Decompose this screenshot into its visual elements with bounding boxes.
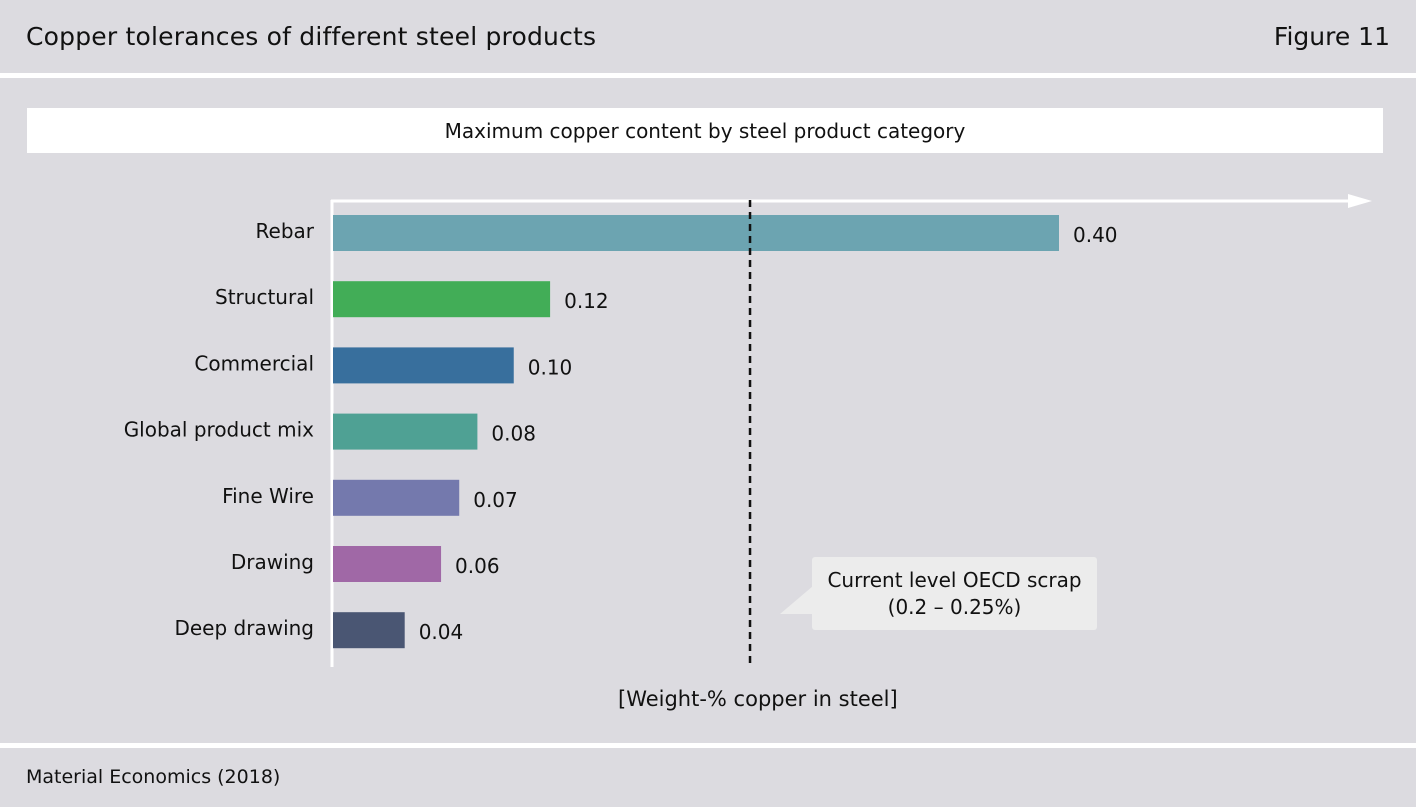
category-label-3: Global product mix: [124, 418, 314, 442]
value-label-5: 0.06: [455, 554, 500, 578]
bar-1: [333, 281, 551, 318]
figure-number: Figure 11: [1273, 22, 1390, 51]
reference-label-line2: (0.2 – 0.25%): [887, 595, 1022, 619]
value-label-4: 0.07: [473, 488, 518, 512]
bar-2: [333, 347, 514, 384]
figure-header: Copper tolerances of different steel pro…: [0, 0, 1416, 74]
footer-divider: [0, 743, 1416, 748]
category-label-0: Rebar: [256, 219, 315, 243]
category-label-1: Structural: [215, 285, 314, 309]
value-label-1: 0.12: [564, 289, 609, 313]
value-label-6: 0.04: [419, 620, 464, 644]
category-label-6: Deep drawing: [174, 616, 314, 640]
value-label-0: 0.40: [1073, 223, 1118, 247]
category-label-2: Commercial: [194, 351, 314, 375]
chart-title: Maximum copper content by steel product …: [444, 118, 966, 143]
bar-3: [333, 413, 478, 450]
reference-label-line1: Current level OECD scrap: [827, 568, 1082, 592]
source-note: Material Economics (2018): [26, 766, 281, 788]
chart-title-box: Maximum copper content by steel product …: [27, 108, 1383, 153]
x-axis-label: [Weight-% copper in steel]: [618, 687, 898, 711]
bar-4: [333, 479, 460, 516]
bar-0: [333, 215, 1059, 251]
category-label-4: Fine Wire: [222, 484, 314, 508]
bar-5: [333, 546, 442, 582]
callout-pointer: [780, 586, 813, 614]
header-divider: [0, 73, 1416, 78]
x-axis-arrow: [1348, 194, 1372, 208]
category-label-5: Drawing: [231, 550, 314, 574]
value-label-2: 0.10: [528, 355, 573, 379]
reference-callout: Current level OECD scrap (0.2 – 0.25%): [812, 557, 1097, 630]
bar-6: [333, 612, 405, 649]
figure-title: Copper tolerances of different steel pro…: [26, 22, 597, 51]
value-label-3: 0.08: [491, 422, 536, 446]
